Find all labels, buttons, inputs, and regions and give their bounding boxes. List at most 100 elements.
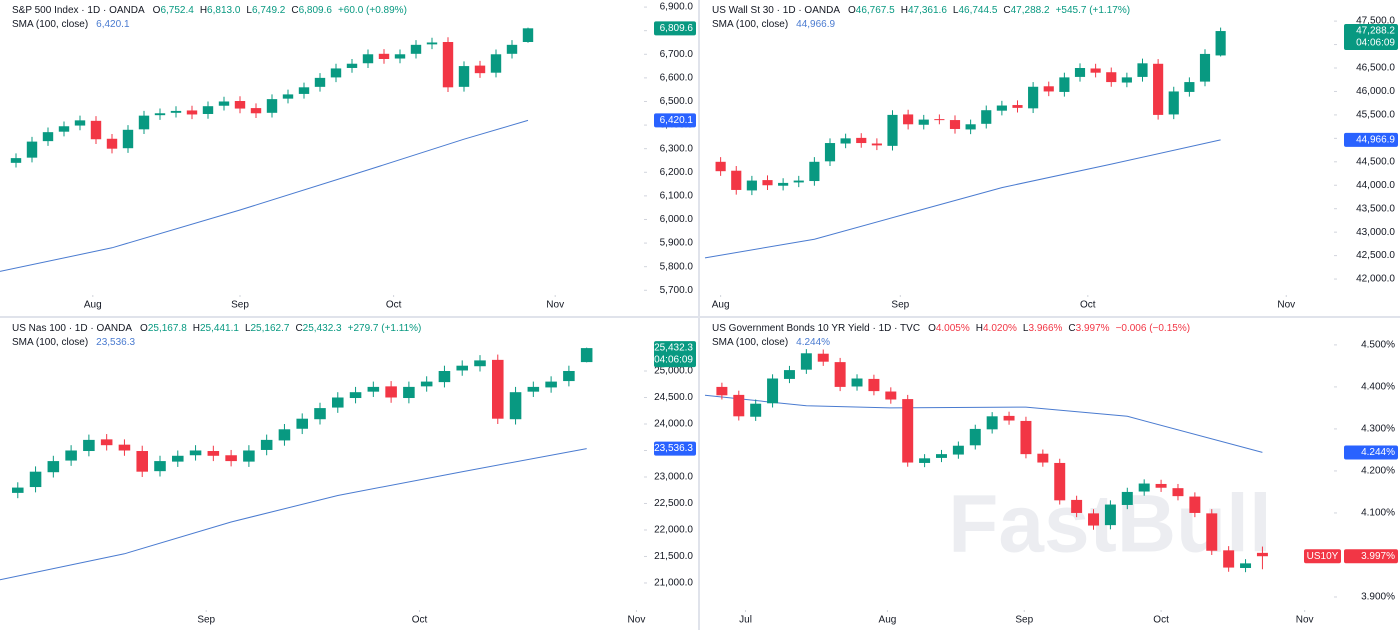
candle-body bbox=[1189, 496, 1201, 513]
countdown: 04:06:09 bbox=[1356, 38, 1395, 49]
price-tag: 25,432.3 bbox=[654, 343, 693, 354]
countdown: 04:06:09 bbox=[654, 355, 693, 366]
y-tick-label: 46,500.0 bbox=[1356, 63, 1395, 74]
sma-line bbox=[0, 119, 529, 272]
candle-body bbox=[170, 110, 182, 113]
candle-body bbox=[965, 124, 976, 130]
sma-line bbox=[704, 139, 1221, 259]
y-tick-label: 4.300% bbox=[1361, 424, 1395, 435]
candle-body bbox=[563, 370, 575, 382]
candle-body bbox=[1137, 63, 1148, 77]
candle-body bbox=[403, 386, 415, 399]
candle-body bbox=[935, 454, 947, 458]
candle-body bbox=[298, 87, 310, 94]
candle-body bbox=[506, 44, 518, 54]
y-tick-label: 21,000.0 bbox=[654, 578, 693, 589]
candle-body bbox=[314, 408, 326, 420]
candle-body bbox=[856, 137, 867, 144]
indicator-title: SMA (100, close) bbox=[12, 337, 88, 348]
ohlc-key: L bbox=[1023, 323, 1029, 334]
candle-body bbox=[716, 386, 728, 396]
y-tick-label: 6,300.0 bbox=[660, 143, 694, 154]
candle-body bbox=[871, 143, 882, 146]
symbol-title: US Wall St 30 · 1D · OANDA bbox=[712, 5, 840, 16]
indicator-title: SMA (100, close) bbox=[12, 19, 88, 30]
x-tick-label: Nov bbox=[1296, 615, 1314, 626]
indicator-value: 6,420.1 bbox=[96, 19, 130, 30]
price-tag: 6,809.6 bbox=[660, 23, 694, 34]
candle-body bbox=[218, 101, 230, 106]
candle-body bbox=[746, 180, 757, 191]
ohlc-key: O bbox=[848, 5, 856, 16]
candle-body bbox=[410, 44, 422, 54]
y-tick-label: 6,600.0 bbox=[660, 73, 694, 84]
y-tick-label: 47,500.0 bbox=[1356, 16, 1395, 27]
candle-body bbox=[762, 180, 773, 186]
ohlc-value: 46,767.5 bbox=[856, 5, 895, 16]
candle-body bbox=[1088, 513, 1100, 526]
candle-body bbox=[456, 365, 468, 371]
candle-body bbox=[767, 378, 779, 404]
candle-body bbox=[1028, 86, 1039, 109]
candle-body bbox=[314, 77, 326, 87]
candle-body bbox=[106, 138, 118, 149]
ohlc-value: 3.997% bbox=[1076, 323, 1110, 334]
y-tick-label: 42,500.0 bbox=[1356, 250, 1395, 261]
sma-line bbox=[704, 394, 1263, 453]
candle-body bbox=[1071, 499, 1083, 513]
candle-body bbox=[902, 399, 914, 463]
y-tick-label: 5,700.0 bbox=[660, 285, 694, 296]
change: −0.006 (−0.15%) bbox=[1116, 323, 1191, 334]
indicator-value: 4.244% bbox=[796, 337, 830, 348]
candle-body bbox=[733, 394, 745, 417]
y-tick-label: 3.900% bbox=[1361, 592, 1395, 603]
candle-body bbox=[74, 120, 86, 126]
candle-body bbox=[996, 105, 1007, 111]
x-tick-label: Nov bbox=[546, 300, 564, 311]
candle-body bbox=[136, 451, 148, 472]
candle-body bbox=[1184, 82, 1195, 92]
ohlc-value: 3.966% bbox=[1028, 323, 1062, 334]
candle-body bbox=[367, 386, 380, 392]
sma-tag-bg bbox=[1344, 132, 1398, 147]
candle-body bbox=[420, 381, 433, 387]
ohlc-key: C bbox=[1068, 323, 1075, 334]
y-tick-label: 45,500.0 bbox=[1356, 110, 1395, 121]
x-tick-label: Aug bbox=[712, 300, 730, 311]
candle-body bbox=[1059, 77, 1070, 92]
candle-body bbox=[90, 120, 102, 140]
candle-body bbox=[29, 471, 42, 488]
candle-body bbox=[138, 115, 150, 130]
candle-body bbox=[26, 141, 38, 158]
x-tick-label: Sep bbox=[197, 615, 215, 626]
x-tick-label: Sep bbox=[1015, 615, 1033, 626]
candle-body bbox=[458, 66, 470, 87]
y-tick-label: 6,100.0 bbox=[660, 191, 694, 202]
panel-bg bbox=[0, 318, 698, 630]
candle-body bbox=[545, 381, 557, 388]
candle-body bbox=[986, 416, 998, 430]
price-tag-bg bbox=[654, 21, 696, 36]
candle-body bbox=[100, 439, 113, 446]
price-tag-bg bbox=[1344, 24, 1398, 51]
candle-body bbox=[1003, 415, 1015, 421]
candle-body bbox=[919, 458, 931, 463]
ohlc-value: 47,361.6 bbox=[908, 5, 947, 16]
indicator: SMA (100, close) 6,420.1 bbox=[12, 19, 130, 30]
candle-body bbox=[490, 54, 502, 73]
candle-body bbox=[154, 461, 166, 472]
panel-bg bbox=[700, 318, 1400, 630]
candle-body bbox=[834, 362, 846, 387]
panel: S&P 500 Index · 1D · OANDA O6,752.4 H6,813… bbox=[0, 0, 698, 316]
y-tick-label: 6,200.0 bbox=[660, 167, 694, 178]
header: US Government Bonds 10 YR Yield · 1D · T… bbox=[712, 323, 1190, 334]
candle-body bbox=[189, 450, 202, 456]
candle-body bbox=[981, 110, 992, 124]
x-tick-label: Aug bbox=[84, 300, 102, 311]
candle-body bbox=[868, 378, 880, 392]
indicator-title: SMA (100, close) bbox=[712, 19, 788, 30]
candle-body bbox=[778, 182, 789, 186]
ohlc-value: 25,441.1 bbox=[200, 323, 239, 334]
ohlc-value: 6,752.4 bbox=[160, 5, 194, 16]
candle-body bbox=[1172, 488, 1184, 497]
